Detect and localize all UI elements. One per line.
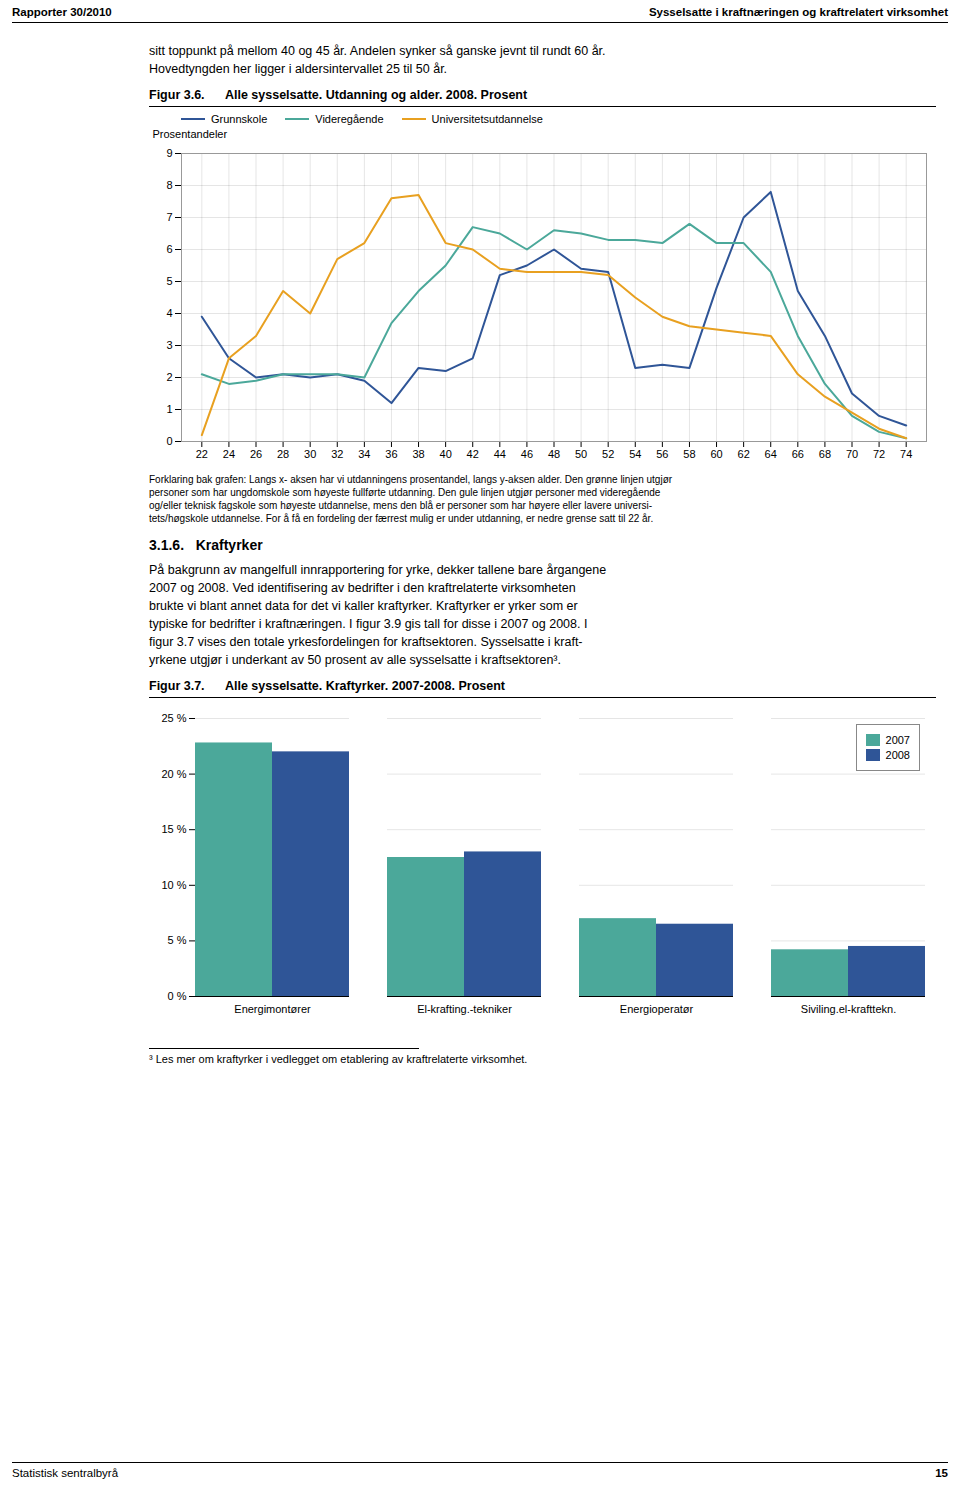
- html-text:Hovedtyngden her ligger i alde: Hovedtyngden her ligger i aldersinterval…: [149, 62, 448, 76]
- svg-text:15 %: 15 %: [161, 823, 186, 835]
- svg-text:0: 0: [166, 435, 172, 447]
- svg-text:4: 4: [166, 307, 172, 319]
- svg-text:36: 36: [385, 448, 397, 460]
- html-text:Figur 3.7. Alle sysselsatte. K: Figur 3.7. Alle sysselsatte. Kraftyrker.…: [149, 679, 505, 693]
- svg-text:74: 74: [900, 448, 912, 460]
- svg-text:68: 68: [819, 448, 831, 460]
- html-text:sitt toppunkt på mellom 40 og: sitt toppunkt på mellom 40 og 45 år. And…: [149, 44, 606, 58]
- svg-text:24: 24: [223, 448, 235, 460]
- html-text:2007: 2007: [885, 734, 910, 746]
- svg-text:34: 34: [358, 448, 370, 460]
- svg-text:26: 26: [250, 448, 262, 460]
- html-text:typiske for bedrifter i kraftn: typiske for bedrifter i kraftnæringen. I…: [149, 617, 588, 631]
- svg-text:Energimontører: Energimontører: [234, 1003, 311, 1015]
- html-text:Videregående: Videregående: [315, 113, 384, 125]
- svg-text:2: 2: [166, 371, 172, 383]
- svg-text:Energioperatør: Energioperatør: [620, 1003, 694, 1015]
- svg-text:40: 40: [440, 448, 452, 460]
- svg-text:42: 42: [467, 448, 479, 460]
- svg-text:30: 30: [304, 448, 316, 460]
- svg-text:6: 6: [166, 243, 172, 255]
- svg-text:El-krafting.-tekniker: El-krafting.-tekniker: [417, 1003, 512, 1015]
- svg-text:8: 8: [166, 179, 172, 191]
- svg-text:28: 28: [277, 448, 289, 460]
- svg-text:1: 1: [166, 403, 172, 415]
- html-text:15: 15: [935, 1467, 948, 1479]
- html-text:³ Les mer om kraftyrker i vedl: ³ Les mer om kraftyrker i vedlegget om e…: [149, 1053, 528, 1065]
- html-text:tets/høgskole utdannelse. For: tets/høgskole utdannelse. For å få en fo…: [149, 513, 654, 524]
- html-text:På bakgrunn av mangelfull innr: På bakgrunn av mangelfull innrapporterin…: [149, 563, 607, 577]
- html-text:Rapporter 30/2010: Rapporter 30/2010: [12, 6, 112, 18]
- html-text:Figur 3.6. Alle sysselsatte. U: Figur 3.6. Alle sysselsatte. Utdanning o…: [149, 88, 528, 102]
- svg-text:62: 62: [738, 448, 750, 460]
- html-text:brukte vi blant annet data for: brukte vi blant annet data for det vi ka…: [149, 599, 578, 613]
- html-text:2008: 2008: [885, 749, 910, 761]
- html-text:figur 3.7 vises den totale yrk: figur 3.7 vises den totale yrkesfordelin…: [149, 635, 583, 649]
- svg-text:64: 64: [765, 448, 777, 460]
- svg-text:9: 9: [166, 147, 172, 159]
- svg-text:38: 38: [412, 448, 424, 460]
- html-text:Statistisk sentralbyrå: Statistisk sentralbyrå: [12, 1467, 119, 1479]
- html-text:Forklaring bak grafen: Langs x: Forklaring bak grafen: Langs x- aksen ha…: [149, 474, 673, 485]
- svg-text:70: 70: [846, 448, 858, 460]
- html-text:2007 og 2008. Ved identifiseri: 2007 og 2008. Ved identifisering av bedr…: [149, 581, 576, 595]
- html-text:Grunnskole: Grunnskole: [211, 113, 268, 125]
- svg-text:3: 3: [166, 339, 172, 351]
- svg-text:7: 7: [166, 211, 172, 223]
- html-text:3.1.6. Kraftyrker: 3.1.6. Kraftyrker: [149, 537, 263, 553]
- svg-text:Siviling.el-krafttekn.: Siviling.el-krafttekn.: [801, 1003, 896, 1015]
- html-text:og/eller teknisk fagskole som: og/eller teknisk fagskole som høyeste ut…: [149, 500, 652, 511]
- html-text:personer som har ungdomskole s: personer som har ungdomskole som høyeste…: [149, 487, 661, 498]
- svg-text:5 %: 5 %: [168, 934, 187, 946]
- svg-text:56: 56: [656, 448, 668, 460]
- svg-text:0 %: 0 %: [168, 990, 187, 1002]
- svg-text:32: 32: [331, 448, 343, 460]
- svg-text:5: 5: [166, 275, 172, 287]
- svg-text:Prosentandeler: Prosentandeler: [153, 128, 228, 140]
- svg-text:44: 44: [494, 448, 506, 460]
- svg-text:46: 46: [521, 448, 533, 460]
- html-text:yrkene utgjør i underkant av 5: yrkene utgjør i underkant av 50 prosent …: [149, 653, 561, 667]
- svg-text:52: 52: [602, 448, 614, 460]
- svg-text:54: 54: [629, 448, 641, 460]
- svg-text:72: 72: [873, 448, 885, 460]
- svg-text:25 %: 25 %: [161, 712, 186, 724]
- svg-text:66: 66: [792, 448, 804, 460]
- svg-text:48: 48: [548, 448, 560, 460]
- svg-text:60: 60: [710, 448, 722, 460]
- svg-text:20 %: 20 %: [161, 768, 186, 780]
- html-text:Universitetsutdannelse: Universitetsutdannelse: [431, 113, 543, 125]
- svg-text:10 %: 10 %: [161, 879, 186, 891]
- svg-text:58: 58: [683, 448, 695, 460]
- html-text:Sysselsatte i kraftnæringen og: Sysselsatte i kraftnæringen og kraftrela…: [648, 6, 948, 18]
- svg-text:22: 22: [196, 448, 208, 460]
- svg-text:50: 50: [575, 448, 587, 460]
